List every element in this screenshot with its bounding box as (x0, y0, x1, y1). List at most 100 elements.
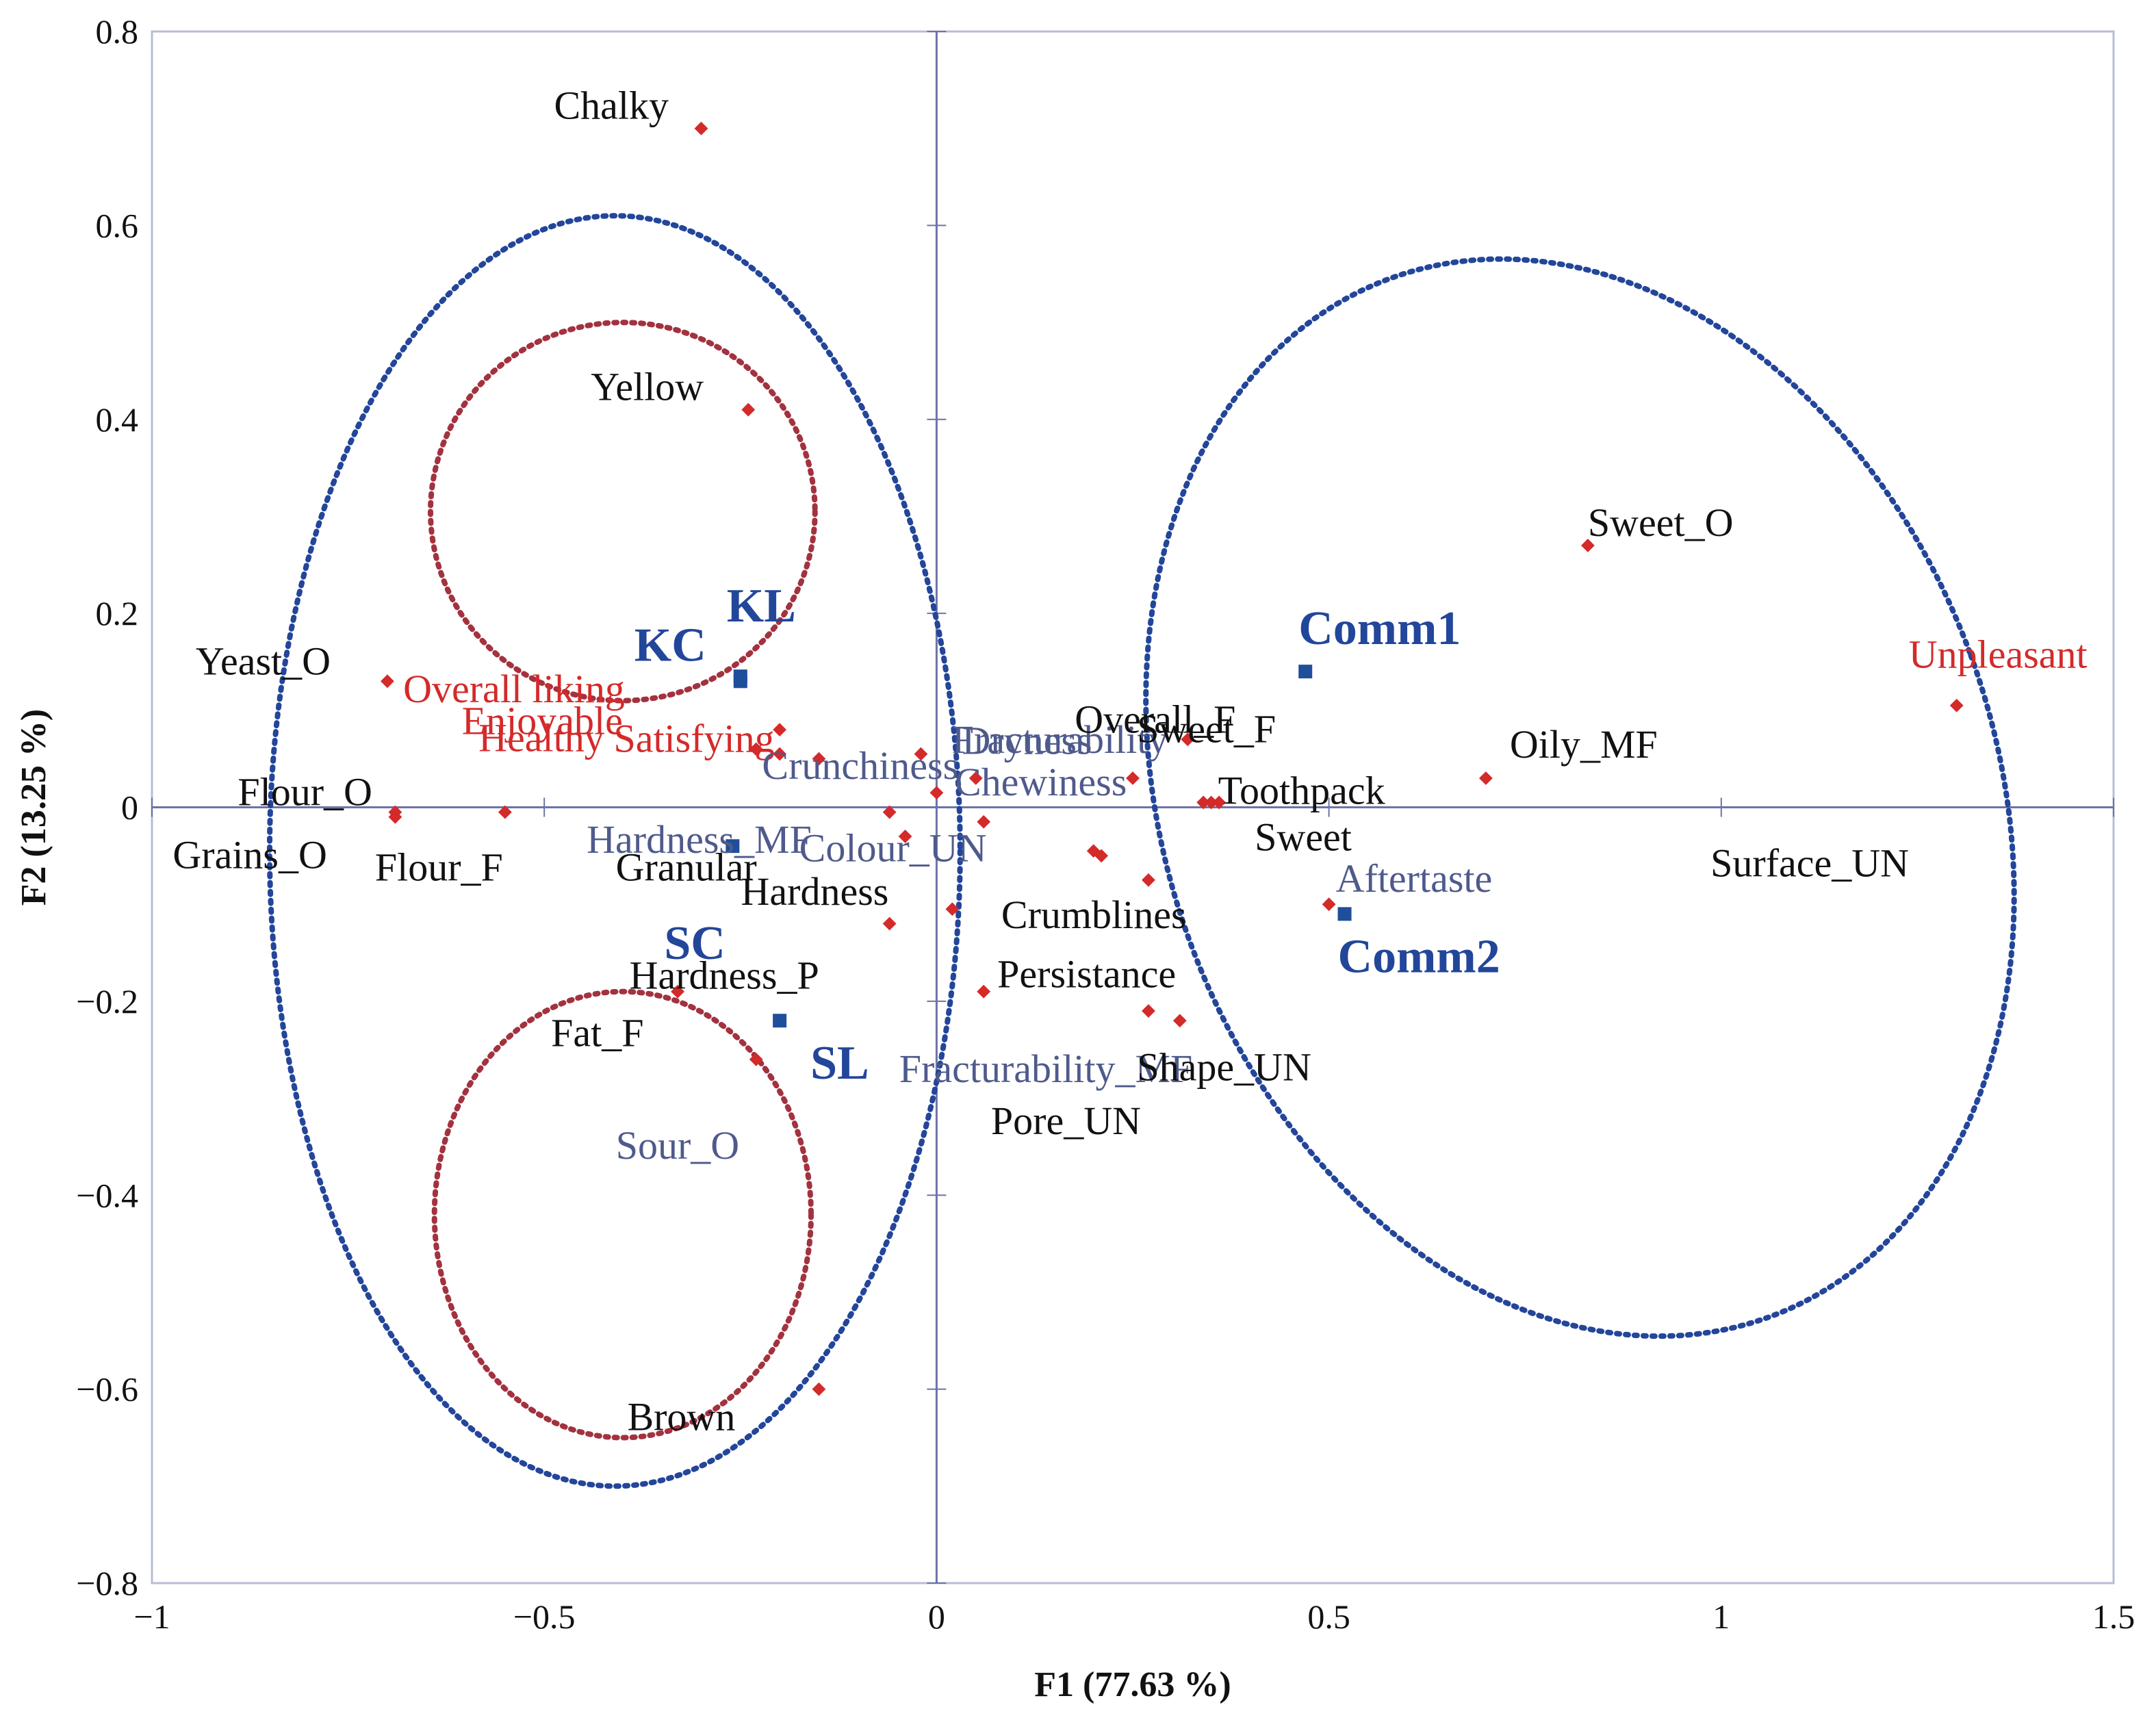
label-aftertaste: Aftertaste (1336, 856, 1493, 901)
y-tick-label: −0.6 (76, 1370, 138, 1409)
x-axis-title: F1 (77.63 %) (1034, 1665, 1231, 1704)
y-tick-label: −0.8 (76, 1564, 138, 1602)
ellipses-group (266, 213, 2017, 1489)
label-unpleasant: Unpleasant (1909, 632, 2088, 677)
point-granular (882, 805, 897, 819)
label-yellow: Yellow (591, 365, 704, 409)
product-point-sl (773, 1014, 787, 1028)
point-persistance (977, 984, 991, 999)
product-label-kl: KL (727, 580, 796, 632)
point-yellow (741, 402, 756, 417)
product-label-sl: SL (810, 1037, 869, 1090)
y-tick-label: 0.6 (96, 206, 139, 244)
point-dryness (914, 747, 928, 761)
label-sour-o: Sour_O (616, 1123, 739, 1168)
label-overall-liking: Overall liking (403, 667, 625, 711)
label-brown: Brown (627, 1395, 735, 1439)
label-persistance: Persistance (997, 952, 1176, 997)
product-point-comm2 (1337, 907, 1352, 921)
label-oily-mf: Oily_MF (1510, 722, 1658, 767)
label-chalky: Chalky (554, 84, 669, 128)
label-hardness-p: Hardness_P (630, 953, 819, 998)
cluster-ellipse-red-2 (427, 320, 818, 704)
product-label-kc: KC (634, 619, 706, 671)
label-flour-f: Flour_F (375, 845, 503, 890)
points-group (381, 121, 1964, 1396)
label-fracturability: Fracturability (952, 717, 1168, 762)
point-sweet-o (1581, 539, 1595, 552)
y-tick-label: −0.4 (76, 1176, 138, 1214)
product-point-comm1 (1298, 665, 1313, 679)
cluster-ellipse-blue-4 (1143, 256, 2017, 1339)
product-label-sc: SC (664, 917, 725, 970)
point-healthy (773, 747, 787, 761)
label-sweet-o: Sweet_O (1588, 500, 1734, 545)
label-toothpack: Toothpack (1218, 768, 1385, 812)
point-brown (812, 1382, 826, 1396)
point-unpleasant (1949, 698, 1964, 713)
point-hardness-mf (977, 814, 991, 829)
label-sweet: Sweet (1255, 814, 1352, 859)
label-flour-o: Flour_O (238, 770, 372, 814)
point-hardness-p (882, 916, 897, 931)
product-label-comm2: Comm2 (1338, 930, 1500, 983)
label-fat-f: Fat_F (551, 1011, 643, 1055)
point-sweet (1196, 795, 1211, 810)
label-crumblines: Crumblines (1001, 893, 1187, 937)
x-tick-label: 0 (928, 1597, 945, 1636)
point-aftertaste (1322, 897, 1336, 912)
y-tick-label: 0.2 (96, 594, 139, 632)
point-grains-o (388, 810, 402, 824)
ticks-group: −1 −0.5 0 0.5 1 1.5 −0.8 −0.6 −0.4 −0.2 0 0.2 0.4 0.6… (76, 12, 2135, 1636)
y-tick-label: 0.8 (96, 12, 139, 51)
label-sweet-f: Sweet_F (1137, 706, 1276, 751)
point-fracturability (968, 771, 983, 785)
point-chewiness (1126, 771, 1140, 785)
cluster-ellipse-red-3 (431, 988, 814, 1441)
label-crunchiness: Crunchiness (762, 743, 958, 788)
label-yeast-o: Yeast_O (196, 639, 331, 683)
label-satisfying: Satisfying (613, 717, 774, 761)
point-satisfying (812, 752, 826, 766)
label-fracturability-mf: Fracturability_MF (899, 1047, 1193, 1091)
y-axis-title: F2 (13.25 %) (14, 709, 53, 906)
label-overall-f: Overall_F (1075, 697, 1235, 741)
x-tick-label: 0.5 (1307, 1597, 1350, 1636)
point-enjoyable (749, 742, 763, 756)
label-colour-un: Colour_UN (799, 825, 987, 870)
label-surface-un: Surface_UN (1710, 840, 1909, 885)
x-tick-label: 1.5 (2092, 1597, 2135, 1636)
axes-group (151, 31, 2114, 1584)
point-toothpack (1204, 795, 1218, 810)
y-tick-label: 0.4 (96, 400, 139, 439)
point-overall-f (1181, 732, 1195, 747)
label-granular: Granular (616, 845, 757, 890)
point-sour-o (749, 1052, 763, 1066)
cluster-ellipse-blue-1 (266, 213, 963, 1489)
point-flour-f (498, 805, 512, 819)
product-point-sc (726, 839, 740, 853)
label-grains-o: Grains_O (172, 833, 327, 877)
point-fracturability-mf (1172, 1014, 1187, 1028)
point-oily-mf (1478, 771, 1493, 785)
product-point-kc (733, 674, 747, 689)
label-dryness: Dryness (962, 719, 1092, 763)
point-fat-f (671, 984, 684, 999)
y-tick-label: −0.2 (76, 982, 138, 1021)
labels-group: Chalky Yellow Overall liking Yeast_O Enjoyab… (172, 84, 2087, 1439)
x-tick-label: −1 (133, 1597, 170, 1636)
point-crumblines (1142, 873, 1155, 887)
label-healthy: Healthy (478, 716, 604, 760)
label-pore-un: Pore_UN (991, 1099, 1141, 1143)
x-tick-label: 1 (1712, 1597, 1730, 1636)
point-hardness (898, 830, 912, 843)
x-tick-label: −0.5 (513, 1597, 576, 1636)
point-chalky (694, 121, 708, 136)
point-sweet-f (1212, 795, 1227, 810)
point-pore-un (1142, 1004, 1155, 1018)
point-crunchiness (929, 786, 944, 800)
point-shape-un (945, 902, 960, 916)
label-shape-un: Shape_UN (1137, 1044, 1311, 1089)
label-hardness: Hardness (741, 869, 889, 914)
